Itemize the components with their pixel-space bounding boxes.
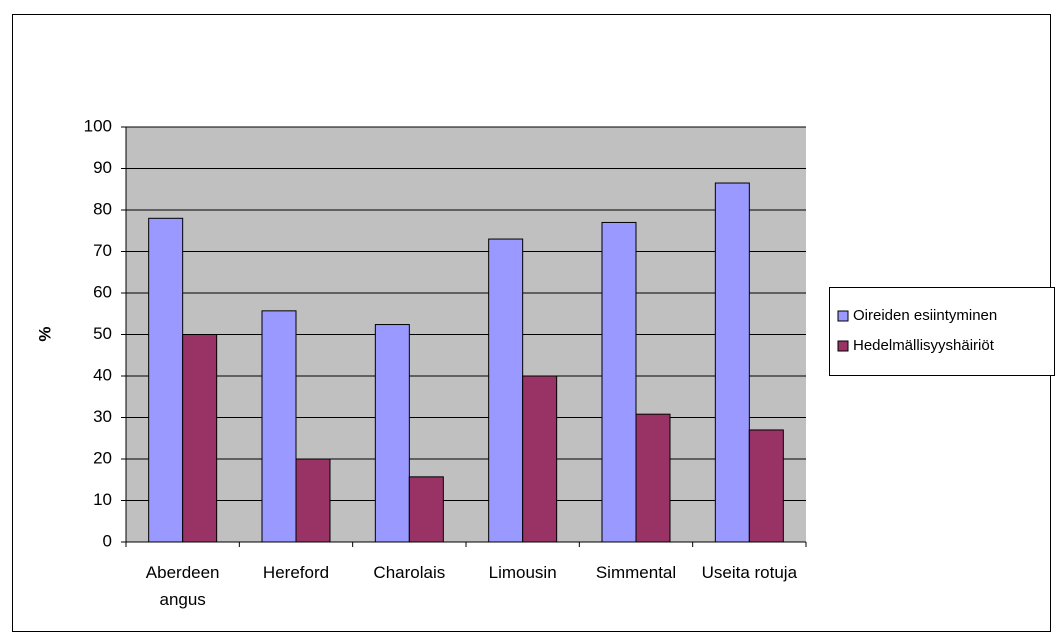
y-tick-label: 10 — [93, 490, 112, 509]
legend-swatch — [837, 340, 849, 352]
bar — [182, 334, 218, 543]
bar — [488, 238, 524, 543]
bar — [374, 324, 410, 543]
y-axis-label: % — [35, 326, 54, 341]
bar — [601, 221, 637, 543]
x-tick-label: Simmental — [595, 563, 677, 582]
x-tick-label: Hereford — [262, 563, 330, 582]
x-tick-label: Aberdeen angus — [145, 563, 220, 609]
bar — [748, 429, 784, 543]
x-tick-label: Charolais — [373, 563, 446, 582]
bar — [148, 217, 184, 543]
x-tick-label: Limousin — [488, 563, 557, 582]
x-tick-label: Useita rotuja — [701, 563, 798, 582]
bar — [295, 458, 331, 543]
y-tick-label: 100 — [84, 116, 112, 135]
bar — [261, 310, 297, 543]
bar — [714, 182, 750, 543]
legend-swatch — [837, 310, 849, 322]
legend — [829, 287, 1055, 376]
legend-label: Hedelmällisyyshäiriöt — [853, 337, 995, 354]
bar — [635, 413, 671, 543]
y-tick-label: 40 — [93, 365, 112, 384]
y-tick-label: 30 — [93, 407, 112, 426]
legend-label: Oireiden esiintyminen — [853, 307, 997, 324]
y-tick-label: 0 — [103, 531, 112, 550]
y-tick-label: 90 — [93, 158, 112, 177]
y-tick-label: 50 — [93, 324, 112, 343]
y-tick-label: 60 — [93, 282, 112, 301]
y-tick-label: 20 — [93, 448, 112, 467]
bar — [408, 476, 444, 543]
bar — [522, 375, 558, 543]
y-tick-label: 80 — [93, 199, 112, 218]
y-tick-label: 70 — [93, 241, 112, 260]
